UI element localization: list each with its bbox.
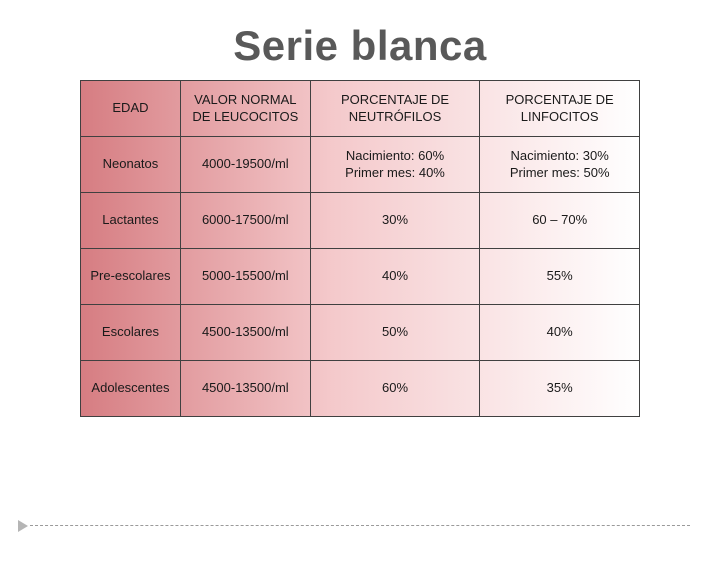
cell-linfocitos: Nacimiento: 30%Primer mes: 50%: [480, 137, 640, 193]
triangle-marker-icon: [18, 520, 28, 532]
col-header-neutrofilos: PORCENTAJE DE NEUTRÓFILOS: [310, 81, 480, 137]
table-row: Pre-escolares 5000-15500/ml 40% 55%: [81, 249, 640, 305]
cell-linfocitos: 40%: [480, 305, 640, 361]
table-row: Lactantes 6000-17500/ml 30% 60 – 70%: [81, 193, 640, 249]
cell-edad: Neonatos: [81, 137, 181, 193]
footer-dashed-line: [30, 525, 690, 526]
cell-edad: Escolares: [81, 305, 181, 361]
data-table: EDAD VALOR NORMAL DE LEUCOCITOS PORCENTA…: [80, 80, 640, 417]
cell-linfocitos: 35%: [480, 361, 640, 417]
cell-linfocitos: 60 – 70%: [480, 193, 640, 249]
table-row: Adolescentes 4500-13500/ml 60% 35%: [81, 361, 640, 417]
cell-neutrofilos: 40%: [310, 249, 480, 305]
cell-edad: Pre-escolares: [81, 249, 181, 305]
cell-leucocitos: 6000-17500/ml: [180, 193, 310, 249]
col-header-edad: EDAD: [81, 81, 181, 137]
cell-neutrofilos: Nacimiento: 60%Primer mes: 40%: [310, 137, 480, 193]
cell-edad: Adolescentes: [81, 361, 181, 417]
cell-neutrofilos: 60%: [310, 361, 480, 417]
page-title: Serie blanca: [0, 22, 720, 70]
table-header-row: EDAD VALOR NORMAL DE LEUCOCITOS PORCENTA…: [81, 81, 640, 137]
cell-leucocitos: 5000-15500/ml: [180, 249, 310, 305]
col-header-leucocitos: VALOR NORMAL DE LEUCOCITOS: [180, 81, 310, 137]
cell-edad: Lactantes: [81, 193, 181, 249]
cell-leucocitos: 4500-13500/ml: [180, 305, 310, 361]
table-row: Escolares 4500-13500/ml 50% 40%: [81, 305, 640, 361]
table-row: Neonatos 4000-19500/ml Nacimiento: 60%Pr…: [81, 137, 640, 193]
col-header-linfocitos: PORCENTAJE DE LINFOCITOS: [480, 81, 640, 137]
cell-linfocitos: 55%: [480, 249, 640, 305]
cell-neutrofilos: 30%: [310, 193, 480, 249]
cell-leucocitos: 4000-19500/ml: [180, 137, 310, 193]
cell-leucocitos: 4500-13500/ml: [180, 361, 310, 417]
cell-neutrofilos: 50%: [310, 305, 480, 361]
